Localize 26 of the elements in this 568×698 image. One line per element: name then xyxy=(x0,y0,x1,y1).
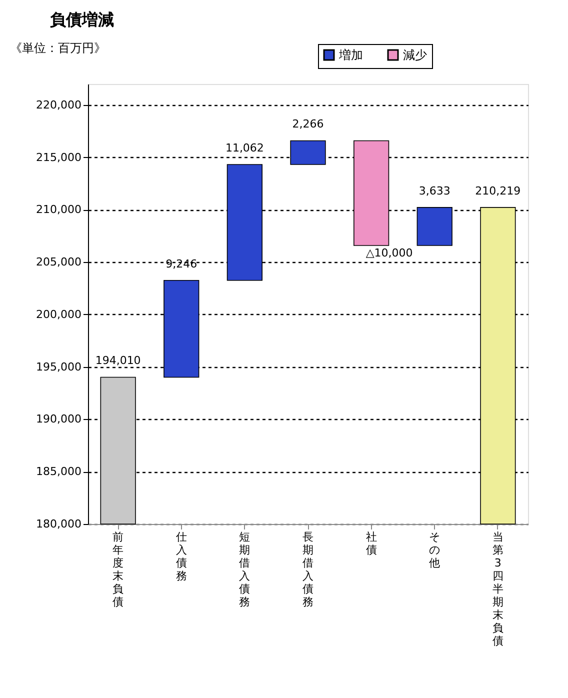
y-tick-label: 215,000 xyxy=(36,150,82,164)
y-tick-label: 200,000 xyxy=(36,308,82,321)
text: 11,062 xyxy=(225,141,264,154)
text: 3,633 xyxy=(418,184,450,198)
x-tick-label: 仕入債務 xyxy=(176,530,187,582)
x-tick-label: その他 xyxy=(429,530,440,570)
text: △10,000 xyxy=(366,246,413,260)
text: 2,266 xyxy=(292,118,324,131)
y-tick-label: 220,000 xyxy=(36,98,82,112)
x-tick-label: 長期借入債務 xyxy=(302,530,314,608)
legend-label: 減少 xyxy=(403,48,427,62)
legend-label: 増加 xyxy=(338,48,363,62)
x-tick-label: 前年度末負債 xyxy=(112,530,124,608)
x-tick-label: 社債 xyxy=(366,530,377,556)
chart-title: 負債増減 xyxy=(50,10,114,29)
y-tick-label: 185,000 xyxy=(36,465,82,478)
y-tick-label: 180,000 xyxy=(36,518,82,530)
text: 210,219 xyxy=(475,184,521,198)
y-tick-label: 210,000 xyxy=(36,203,82,216)
y-tick-label: 190,000 xyxy=(36,412,82,426)
category-label: 当第3四半期末負債 xyxy=(492,530,504,648)
text: 194,010 xyxy=(95,354,141,368)
x-tick-label: 短期借入債務 xyxy=(239,530,250,608)
y-tick-label: 205,000 xyxy=(36,256,82,269)
text: 《単位：百万円》 xyxy=(10,41,106,55)
y-tick-label: 195,000 xyxy=(36,360,82,374)
